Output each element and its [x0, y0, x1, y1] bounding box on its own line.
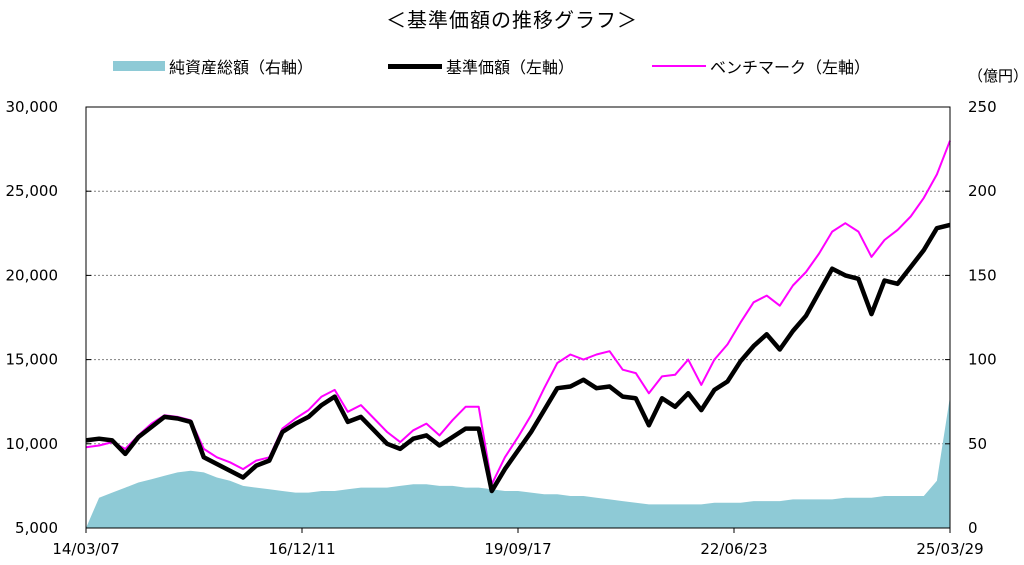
x-tick-label: 25/03/29: [916, 540, 983, 558]
left-tick-label: 25,000: [6, 182, 59, 200]
net-assets-area-layer: [86, 396, 950, 528]
legend-label-nav: 基準価額（左軸）: [446, 58, 575, 77]
legend-swatch-nav: [388, 63, 442, 69]
legend-item-nav: 基準価額（左軸）: [388, 54, 574, 78]
x-tick-label: 14/03/07: [52, 540, 119, 558]
series-benchmark-line: [85, 140, 951, 486]
left-tick-label: 30,000: [6, 98, 59, 116]
left-tick-label: 20,000: [6, 266, 59, 284]
x-tick-label: 19/09/17: [484, 540, 551, 558]
axes: 5,000 10,000 15,000 20,000 25,000 30,000 0 50 10…: [6, 98, 997, 558]
legend-swatch-area: [113, 61, 165, 71]
left-tick-label: 5,000: [15, 519, 58, 537]
right-axis-unit: （億円）: [968, 67, 1024, 85]
legend-swatch-benchmark: [652, 65, 706, 67]
right-tick-label: 150: [968, 266, 997, 284]
right-tick-label: 50: [968, 435, 987, 453]
series-net-assets-area: [86, 396, 950, 528]
right-tick-label: 100: [968, 351, 997, 369]
x-tick-label: 16/12/11: [268, 540, 335, 558]
legend-item-benchmark: ベンチマーク（左軸）: [652, 54, 870, 78]
chart-title: ＜基準価額の推移グラフ＞: [386, 8, 638, 32]
x-tick-label: 22/06/23: [700, 540, 767, 558]
grid: [86, 190, 950, 445]
series-nav-line: [85, 222, 951, 494]
left-tick-label: 15,000: [6, 351, 59, 369]
legend-label-net-assets: 純資産総額（右軸）: [169, 58, 314, 77]
legend: 純資産総額（右軸） 基準価額（左軸） ベンチマーク（左軸）: [0, 54, 1024, 78]
lines-layer: [85, 140, 951, 494]
left-tick-label: 10,000: [6, 435, 59, 453]
right-tick-label: 250: [968, 98, 997, 116]
right-tick-label: 200: [968, 182, 997, 200]
legend-label-benchmark: ベンチマーク（左軸）: [710, 58, 871, 77]
legend-item-net-assets: 純資産総額（右軸）: [113, 54, 313, 78]
right-tick-label: 0: [968, 519, 978, 537]
